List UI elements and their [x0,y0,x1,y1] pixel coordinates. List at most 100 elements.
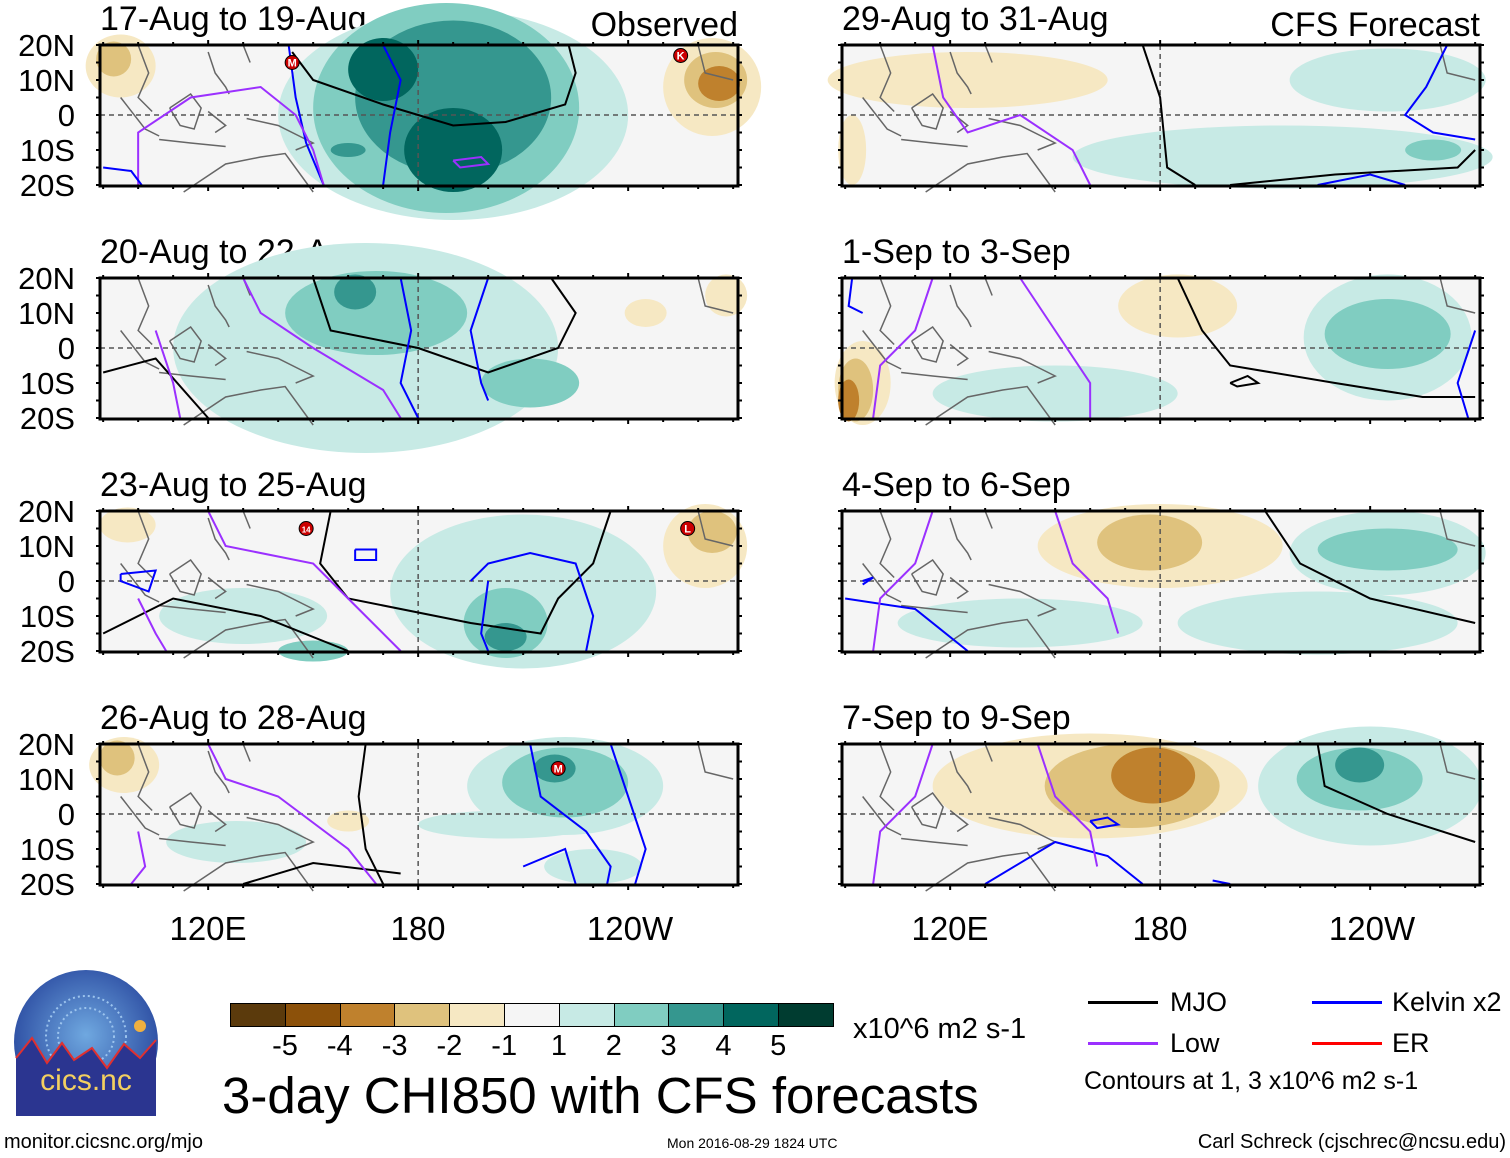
lon-label-180-right: 180 [1132,910,1188,947]
low-contour [130,831,147,885]
mjo-contour [312,277,577,374]
chi-anomaly-shading [1289,48,1486,112]
kelvin-contour [609,743,647,885]
colorbar-tick-label: 2 [605,1030,622,1062]
coastline [183,618,314,659]
coastline [246,816,315,850]
panel-title: 1-Sep to 3-Sep [842,233,1071,271]
coastline [879,44,895,113]
figure-title: 3-day CHI850 with CFS forecasts [222,1067,979,1124]
low-contour [452,155,491,169]
lon-label-180-left: 180 [390,910,446,947]
coastline [949,517,972,561]
chi-anomaly-shading [1405,139,1462,161]
legend-low-label: Low [1170,1028,1220,1058]
chi-anomaly-shading [99,740,135,776]
lat-label: 10N [18,296,75,331]
mjo-contour [319,510,612,635]
storm-marker: M [284,55,300,70]
coastline [879,277,895,346]
coastline [911,325,944,363]
colorbar-tick-label: 4 [715,1030,732,1062]
colorbar-swatch [558,1003,615,1027]
chi-anomaly-shading [1177,591,1458,655]
kelvin-contour [1456,330,1477,419]
chi-anomaly-shading [1111,747,1196,804]
low-contour [137,598,168,652]
mjo-contour [1264,510,1476,624]
coastline [246,350,315,384]
chi-anomaly-shading [1097,514,1203,571]
svg-text:14: 14 [302,526,311,535]
coastline [207,750,230,794]
coastline [246,117,315,151]
panel-source-tag: CFS Forecast [1270,6,1480,44]
panel-title: 23-Aug to 25-Aug [100,466,367,504]
coastline [949,576,969,600]
lat-label: 10N [18,762,75,797]
lat-label: 0 [57,564,75,599]
kelvin-contour [1212,879,1231,885]
lat-label: 0 [57,797,75,832]
storm-marker: L [680,521,696,536]
coastline [949,750,972,794]
legend-mjo-label: MJO [1170,987,1227,1017]
coastline [120,796,160,836]
coastline [862,796,902,836]
svg-text:M: M [554,764,563,776]
coastline [207,809,227,833]
coastline [159,604,226,614]
chi-anomaly-shading [166,821,307,863]
mjo-contour [1141,44,1196,186]
colorbar-tick-label: 1 [550,1030,568,1062]
coastline [949,343,969,367]
coastline [159,837,226,847]
map-panel: MK [85,3,762,220]
kelvin-contour [469,551,595,652]
map-panel [838,726,1484,892]
panel-title: 7-Sep to 9-Sep [842,699,1071,737]
mjo-contour [1229,374,1261,388]
kelvin-contour [845,597,969,652]
cicsnc-logo: cics.nc [14,970,158,1116]
chi-anomaly-shading [1317,528,1458,571]
mjo-contour [1176,277,1476,398]
low-contour [872,277,934,419]
coastline [207,517,230,561]
coastline [246,583,315,617]
coastline [207,51,230,95]
kelvin-contour [1317,173,1406,186]
chi-anomaly-shading [1118,274,1238,338]
lat-label: 20N [18,261,75,296]
legend-low-line [1088,1042,1158,1045]
coastline [901,138,968,148]
lat-label: 10S [19,599,75,634]
chi-anomaly-shading [334,274,377,310]
coastline [183,851,314,892]
coastline [862,563,902,603]
kelvin-contour [529,743,612,885]
colorbar-tick-label: -2 [436,1030,463,1062]
chi-anomaly-shading [698,66,741,101]
lat-label: 20S [19,401,75,436]
timestamp: Mon 2016-08-29 1824 UTC [667,1135,838,1151]
kelvin-contour [480,580,490,652]
coastline [183,385,314,426]
chi-anomaly-shading [330,143,366,157]
chi-anomaly-shading [827,52,1108,108]
coastline [984,277,993,296]
chi-anomaly-shading [484,623,527,651]
source-url[interactable]: monitor.cicsnc.org/mjo [4,1131,203,1153]
chi-anomaly-shading [404,108,503,192]
coastline [949,51,972,95]
kelvin-contour [354,548,378,561]
coastline [697,743,734,780]
coastline [911,791,944,829]
lat-label: 10N [18,63,75,98]
colorbar-units: x10^6 m2 s-1 [853,1013,1027,1045]
lat-label: 10S [19,832,75,867]
colorbar-tick-label: 5 [770,1030,787,1062]
coastline [183,152,314,193]
lat-label: 20S [19,867,75,902]
